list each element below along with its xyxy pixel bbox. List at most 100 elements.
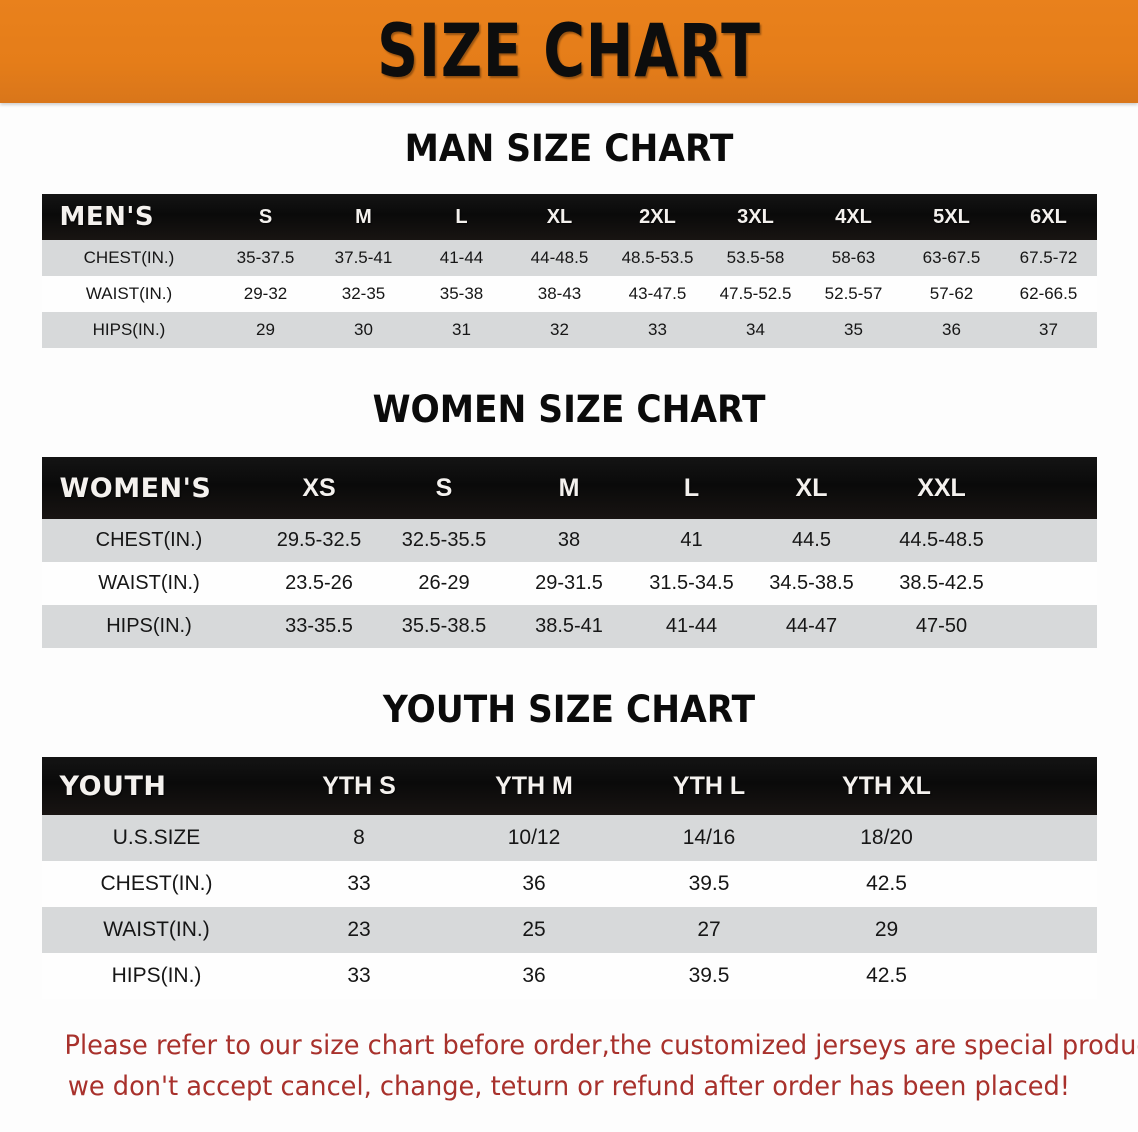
man-row-label-2: HIPS(IN.)	[92, 320, 166, 339]
man-col-header-2: L	[455, 205, 468, 228]
youth-row-label-0: U.S.SIZE	[112, 826, 201, 849]
women-cell-1-3: 31.5-34.5	[649, 572, 734, 594]
youth-cell-2-1: 25	[522, 918, 546, 941]
youth-table-header-row: YOUTH YTH S YTH M YTH L YTH XL	[41, 757, 1097, 815]
youth-cell-3-1: 36	[522, 964, 546, 987]
man-cell-2-3: 32	[550, 320, 569, 339]
youth-col-header-0: YTH S	[322, 771, 396, 800]
youth-cell-3-2: 39.5	[688, 964, 730, 987]
youth-cell-1-3: 42.5	[866, 872, 907, 895]
youth-cell-0-4	[977, 815, 1097, 861]
table-row: HIPS(IN.) 29 30 31 32 33 34 35 36 37	[41, 312, 1097, 348]
order-policy-note-line-1: Please refer to our size chart before or…	[64, 1030, 1138, 1061]
table-row: U.S.SIZE 8 10/12 14/16 18/20	[41, 815, 1097, 861]
section-title-women: WOMEN SIZE CHART	[372, 388, 766, 431]
man-cell-1-7: 57-62	[929, 284, 974, 303]
table-row: CHEST(IN.) 33 36 39.5 42.5	[41, 861, 1097, 907]
youth-row-label-3: HIPS(IN.)	[111, 964, 202, 987]
women-cell-0-2: 38	[557, 529, 581, 551]
youth-cell-1-1: 36	[522, 872, 546, 895]
youth-cell-3-4	[977, 953, 1097, 999]
man-cell-1-2: 35-38	[439, 284, 484, 303]
women-cell-1-5: 38.5-42.5	[899, 572, 984, 594]
man-table-header-row: MEN'S S M L XL 2XL 3XL 4XL 5XL 6XL	[41, 194, 1097, 240]
man-cell-0-2: 41-44	[439, 248, 484, 267]
man-col-header-6: 4XL	[835, 205, 872, 228]
man-col-header-1: M	[355, 205, 372, 228]
youth-cell-1-4	[977, 861, 1097, 907]
table-row: WAIST(IN.) 23 25 27 29	[41, 907, 1097, 953]
women-col-header-0: XS	[302, 473, 336, 502]
table-row: HIPS(IN.) 33-35.5 35.5-38.5 38.5-41 41-4…	[41, 605, 1097, 648]
youth-cell-2-0: 23	[347, 918, 371, 941]
youth-col-header-4	[977, 757, 1097, 815]
man-cell-0-7: 63-67.5	[922, 248, 981, 267]
man-cell-1-0: 29-32	[243, 284, 288, 303]
page-title: SIZE CHART	[377, 9, 761, 94]
man-cell-2-5: 34	[746, 320, 765, 339]
youth-cell-2-2: 27	[697, 918, 721, 941]
man-cell-0-5: 53.5-58	[726, 248, 785, 267]
man-cell-0-4: 48.5-53.5	[621, 248, 694, 267]
table-row: CHEST(IN.) 35-37.5 37.5-41 41-44 44-48.5…	[41, 240, 1097, 276]
women-col-header-4: XL	[795, 473, 828, 502]
man-col-header-0: S	[258, 205, 273, 228]
man-cell-1-5: 47.5-52.5	[719, 284, 792, 303]
man-cell-0-8: 67.5-72	[1019, 248, 1078, 267]
women-col-header-2: M	[558, 473, 580, 502]
man-col-header-3: XL	[546, 205, 573, 228]
man-row-label-1: WAIST(IN.)	[85, 284, 173, 303]
table-row: CHEST(IN.) 29.5-32.5 32.5-35.5 38 41 44.…	[41, 519, 1097, 562]
page-banner: SIZE CHART	[0, 0, 1138, 103]
women-row-label-1: WAIST(IN.)	[98, 572, 200, 594]
man-cell-0-6: 58-63	[831, 248, 876, 267]
youth-row-label-1: CHEST(IN.)	[100, 872, 213, 895]
youth-cell-0-0: 8	[353, 826, 365, 849]
women-col-header-3: L	[683, 473, 700, 502]
man-cell-2-6: 35	[844, 320, 863, 339]
man-cell-1-6: 52.5-57	[824, 284, 883, 303]
youth-col-header-2: YTH L	[672, 771, 746, 800]
women-cell-2-3: 41-44	[665, 615, 718, 637]
man-cell-2-8: 37	[1039, 320, 1058, 339]
man-cell-2-1: 30	[354, 320, 373, 339]
women-cell-2-0: 33-35.5	[285, 615, 353, 637]
man-cell-1-8: 62-66.5	[1019, 284, 1078, 303]
man-col-header-7: 5XL	[933, 205, 970, 228]
man-cell-1-1: 32-35	[341, 284, 386, 303]
youth-cell-3-3: 42.5	[866, 964, 907, 987]
youth-cell-0-2: 14/16	[682, 826, 736, 849]
order-policy-note: Please refer to our size chart before or…	[64, 1025, 1138, 1107]
man-size-table: MEN'S S M L XL 2XL 3XL 4XL 5XL 6XL CHEST…	[41, 194, 1097, 348]
table-row: WAIST(IN.) 23.5-26 26-29 29-31.5 31.5-34…	[41, 562, 1097, 605]
man-col-header-5: 3XL	[737, 205, 774, 228]
women-cell-0-4: 44.5	[792, 529, 831, 551]
women-cell-0-1: 32.5-35.5	[401, 529, 487, 551]
man-cell-2-4: 33	[648, 320, 667, 339]
women-cell-2-1: 35.5-38.5	[401, 615, 487, 637]
man-col-header-4: 2XL	[639, 205, 676, 228]
women-row-label-0: CHEST(IN.)	[95, 529, 203, 551]
women-cell-1-6	[1012, 562, 1097, 605]
women-cell-2-2: 38.5-41	[535, 615, 603, 637]
section-title-youth: YOUTH SIZE CHART	[382, 688, 756, 731]
women-cell-1-4: 34.5-38.5	[769, 572, 854, 594]
youth-cell-0-3: 18/20	[860, 826, 913, 849]
women-cell-0-0: 29.5-32.5	[276, 529, 362, 551]
women-cell-2-5: 47-50	[915, 615, 968, 637]
youth-size-table: YOUTH YTH S YTH M YTH L YTH XL U.S.SIZE …	[41, 757, 1097, 999]
youth-cell-2-4	[977, 907, 1097, 953]
man-row-label-0: CHEST(IN.)	[83, 248, 175, 267]
women-size-table: WOMEN'S XS S M L XL XXL CHEST(IN.) 29.5-…	[41, 457, 1097, 648]
man-cell-2-2: 31	[452, 320, 471, 339]
man-cell-0-0: 35-37.5	[236, 248, 295, 267]
youth-col-header-3: YTH XL	[842, 771, 931, 800]
order-policy-note-line-2: we don't accept cancel, change, teturn o…	[67, 1071, 1071, 1103]
women-cell-2-4: 44-47	[785, 615, 838, 637]
women-cell-0-6	[1012, 519, 1097, 562]
man-cell-2-0: 29	[256, 320, 275, 339]
man-lead-header: MEN'S	[59, 202, 155, 232]
youth-col-header-1: YTH M	[495, 771, 573, 800]
women-cell-1-0: 23.5-26	[285, 572, 353, 594]
